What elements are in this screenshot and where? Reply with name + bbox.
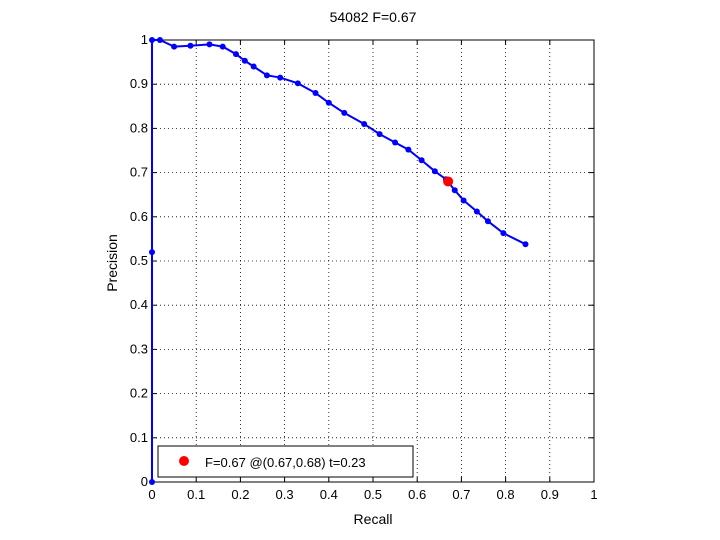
x-tick-label: 0.8 [497,487,515,502]
grid [152,40,594,482]
x-tick-label: 0.5 [364,487,382,502]
legend-box [157,445,414,478]
data-point [294,80,301,87]
y-tick-label: 1 [141,32,148,47]
x-axis-title: Recall [354,511,393,527]
data-point [341,109,348,116]
y-tick-label: 0 [141,474,148,489]
data-point [149,37,155,43]
y-tick-label: 0.2 [130,386,148,401]
data-point [376,131,383,138]
y-axis-title: Precision [104,234,120,292]
data-point [431,168,438,175]
x-tick-label: 0.2 [231,487,249,502]
x-tick-label: 0.9 [541,487,559,502]
data-point [484,218,491,225]
data-point [156,37,163,43]
y-tick-label: 0.3 [130,341,148,356]
data-point [149,479,155,485]
legend-marker [179,456,189,466]
data-point [206,41,213,48]
data-point [250,63,257,70]
y-tick-label: 0.6 [130,209,148,224]
data-point [171,43,178,50]
y-tick-label: 0.5 [130,253,148,268]
data-point [451,187,458,194]
data-point [325,99,332,106]
x-tick-label: 0.3 [276,487,294,502]
axis-ticks: 0 0.1 0.2 0.3 0.4 0.5 0.6 0.7 0.8 0.9 1 0 0.1 0.2 0.3 0… [130,32,598,502]
data-point [263,72,270,79]
series-layer [149,37,529,485]
y-tick-label: 0.9 [130,76,148,91]
legend-label: F=0.67 @(0.67,0.68) t=0.23 [205,455,366,470]
data-point [392,139,399,146]
data-point [405,146,412,153]
best-f-point [443,176,454,187]
data-point [500,230,507,237]
y-tick-label: 0.7 [130,165,148,180]
chart-title: 54082 F=0.67 [330,9,417,25]
y-tick-label: 0.1 [130,430,148,445]
x-tick-label: 1 [590,487,597,502]
data-point [149,249,155,256]
x-tick-label: 0 [148,487,155,502]
data-point [232,51,239,58]
data-point [241,57,248,64]
y-tick-label: 0.8 [130,120,148,135]
data-point [522,241,529,248]
data-point [312,90,319,97]
data-point [361,120,368,127]
legend: F=0.67 @(0.67,0.68) t=0.23 [157,445,414,478]
y-tick-label: 0.4 [130,297,148,312]
data-point [460,197,467,204]
x-tick-label: 0.6 [408,487,426,502]
x-tick-label: 0.7 [452,487,470,502]
x-tick-label: 0.1 [187,487,205,502]
data-point [418,157,425,164]
x-tick-label: 0.4 [320,487,338,502]
data-point [187,42,194,49]
data-point [219,43,226,50]
data-point [277,74,284,81]
data-point [473,208,480,215]
